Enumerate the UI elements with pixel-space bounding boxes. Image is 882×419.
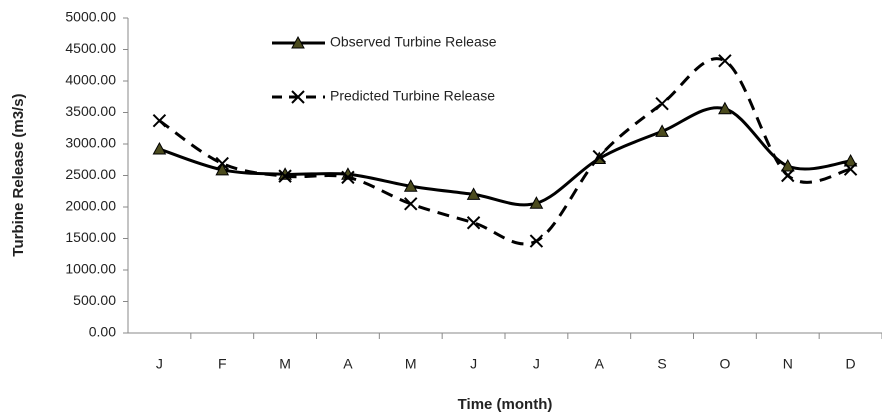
y-tick-label: 5000.00 — [65, 9, 116, 25]
x-tick-label: J — [156, 356, 163, 372]
x-axis-title: Time (month) — [458, 396, 553, 413]
data-point — [403, 179, 418, 192]
x-tick-label: S — [657, 356, 666, 372]
y-axis-title: Turbine Release (m3/s) — [10, 93, 27, 256]
x-tick-label: D — [846, 356, 856, 372]
data-point — [843, 153, 858, 167]
data-point — [718, 54, 732, 68]
x-tick-label: M — [279, 356, 291, 372]
data-point — [655, 124, 669, 137]
legend-marker — [291, 90, 305, 104]
data-point — [781, 168, 795, 183]
legend-label: Predicted Turbine Release — [330, 88, 495, 104]
data-point — [466, 216, 481, 230]
legend-marker — [291, 35, 305, 49]
data-point — [780, 159, 795, 172]
data-point — [152, 113, 167, 128]
y-tick-label: 1500.00 — [65, 229, 116, 245]
x-tick-label: O — [719, 356, 730, 372]
series-line — [158, 106, 851, 207]
data-point — [278, 169, 292, 183]
data-point — [215, 156, 229, 171]
data-point — [655, 96, 669, 111]
x-tick-label: F — [218, 356, 227, 372]
data-point — [843, 162, 858, 176]
x-tick-label: J — [470, 356, 477, 372]
data-point — [592, 149, 606, 164]
y-tick-label: 3000.00 — [65, 135, 116, 151]
y-tick-label: 1000.00 — [65, 261, 116, 277]
x-tick-label: N — [783, 356, 793, 372]
y-tick-label: 3500.00 — [65, 103, 116, 119]
y-tick-label: 4000.00 — [65, 72, 116, 88]
data-point — [215, 162, 230, 176]
y-tick-label: 0.00 — [89, 324, 116, 340]
data-point — [152, 141, 167, 155]
x-tick-label: A — [595, 356, 605, 372]
x-tick-label: M — [405, 356, 417, 372]
x-tick-label: J — [533, 356, 540, 372]
y-tick-label: 2500.00 — [65, 166, 116, 182]
data-point — [341, 170, 355, 185]
data-point — [718, 101, 732, 115]
series-line — [158, 57, 851, 246]
x-tick-label: A — [343, 356, 353, 372]
legend-label: Observed Turbine Release — [330, 34, 497, 50]
data-point — [529, 234, 544, 248]
y-tick-label: 500.00 — [73, 292, 116, 308]
data-point — [529, 196, 544, 209]
y-tick-label: 4500.00 — [65, 40, 116, 56]
y-tick-label: 2000.00 — [65, 198, 116, 214]
data-point — [466, 187, 481, 200]
data-point — [404, 197, 418, 211]
